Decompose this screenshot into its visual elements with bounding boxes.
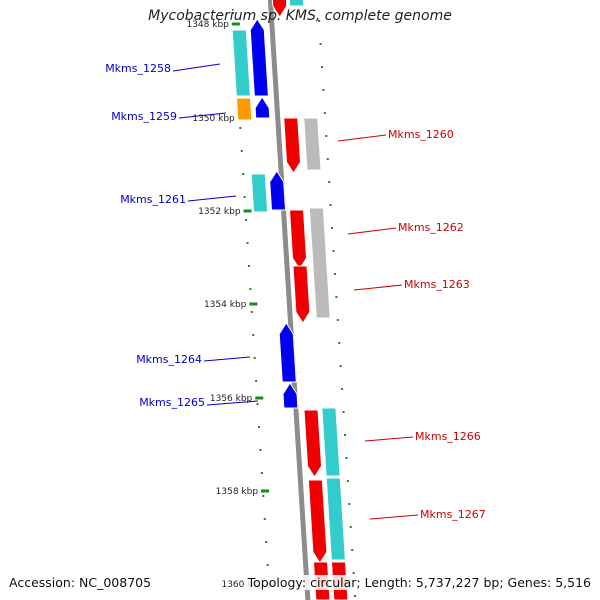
gene-arrow bbox=[269, 170, 287, 211]
gene-label-leader bbox=[337, 134, 387, 142]
gene-label: Mkms_1263 bbox=[404, 278, 470, 291]
gene-arrow bbox=[307, 479, 328, 564]
gene-arrow bbox=[271, 0, 288, 18]
cds-bar bbox=[250, 173, 269, 213]
map-title: Mycobacterium sp. KMS, complete genome bbox=[148, 8, 452, 24]
gene-label-leader bbox=[206, 400, 259, 406]
gene-arrow bbox=[282, 382, 299, 409]
gene-label: Mkms_1267 bbox=[420, 508, 486, 521]
scale-label: 1356 kbp bbox=[210, 394, 253, 404]
cds-bar bbox=[308, 207, 331, 319]
gene-label-leader bbox=[347, 227, 397, 235]
scale-label: 1348 kbp bbox=[186, 20, 229, 30]
genome-summary: Topology: circular; Length: 5,737,227 bp… bbox=[247, 575, 591, 590]
gene-arrow bbox=[249, 18, 269, 97]
gene-label: Mkms_1262 bbox=[398, 221, 464, 234]
scale-label: 1358 kbp bbox=[216, 487, 259, 497]
cds-bar bbox=[303, 117, 322, 171]
gene-arrow bbox=[254, 96, 271, 119]
accession-label: Accession: NC_008705 bbox=[9, 575, 152, 590]
gene-arrow bbox=[278, 322, 297, 383]
gene-arrow bbox=[303, 409, 323, 478]
gene-label-leader bbox=[353, 284, 403, 291]
genome-backbone bbox=[267, 0, 311, 600]
gene-label: Mkms_1259 bbox=[111, 110, 177, 123]
gene-arrow bbox=[292, 265, 311, 324]
gene-label: Mkms_1266 bbox=[415, 430, 481, 443]
gene-label-leader bbox=[178, 112, 227, 119]
gene-label-leader bbox=[364, 436, 414, 442]
scale-label: 1352 kbp bbox=[198, 207, 241, 217]
gene-label-leader bbox=[187, 195, 237, 202]
gene-label: Mkms_1261 bbox=[120, 193, 186, 206]
scale-label: 1360 kbp bbox=[221, 580, 264, 590]
cds-bar bbox=[231, 29, 251, 97]
scale-label: 1354 kbp bbox=[204, 300, 247, 310]
cds-bar bbox=[288, 0, 305, 7]
gene-arrow bbox=[288, 209, 308, 270]
gene-label-leader bbox=[172, 63, 221, 72]
gene-label: Mkms_1264 bbox=[136, 353, 202, 366]
gene-label-leader bbox=[203, 356, 251, 362]
gene-label: Mkms_1258 bbox=[105, 62, 171, 75]
gene-label: Mkms_1265 bbox=[139, 396, 205, 409]
cds-bar bbox=[235, 97, 253, 121]
scale-label: 1350 kbp bbox=[192, 114, 235, 124]
gene-label: Mkms_1260 bbox=[388, 128, 454, 141]
gene-arrow bbox=[283, 117, 302, 174]
gene-label-leader bbox=[369, 514, 419, 520]
cds-bar bbox=[321, 407, 341, 477]
cds-bar bbox=[325, 477, 346, 561]
